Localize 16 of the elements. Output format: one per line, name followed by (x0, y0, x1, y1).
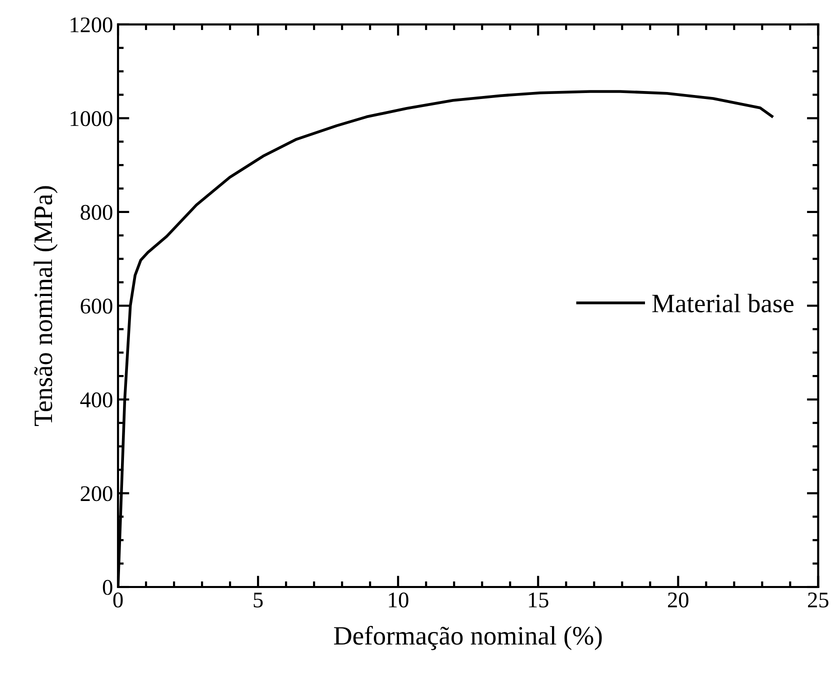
x-tick-label: 25 (808, 592, 828, 608)
legend-label: Material base (652, 294, 794, 312)
x-tick-label: 20 (668, 592, 688, 608)
x-tick-label: 10 (388, 592, 408, 608)
y-tick-label: 400 (80, 392, 112, 408)
x-tick-label: 0 (113, 592, 123, 608)
y-tick-label: 1200 (70, 17, 112, 32)
x-axis-title: Deformação nominal (%) (334, 626, 602, 650)
y-tick-label: 200 (80, 486, 112, 502)
y-tick-label: 800 (80, 204, 112, 220)
y-axis-title: Tensão nominal (MPa) (34, 186, 58, 426)
x-tick-label: 15 (528, 592, 548, 608)
y-tick-label: 1000 (70, 111, 112, 126)
y-tick-label: 600 (80, 298, 112, 314)
x-tick-label: 5 (254, 592, 263, 608)
y-tick-label: 0 (102, 580, 112, 595)
